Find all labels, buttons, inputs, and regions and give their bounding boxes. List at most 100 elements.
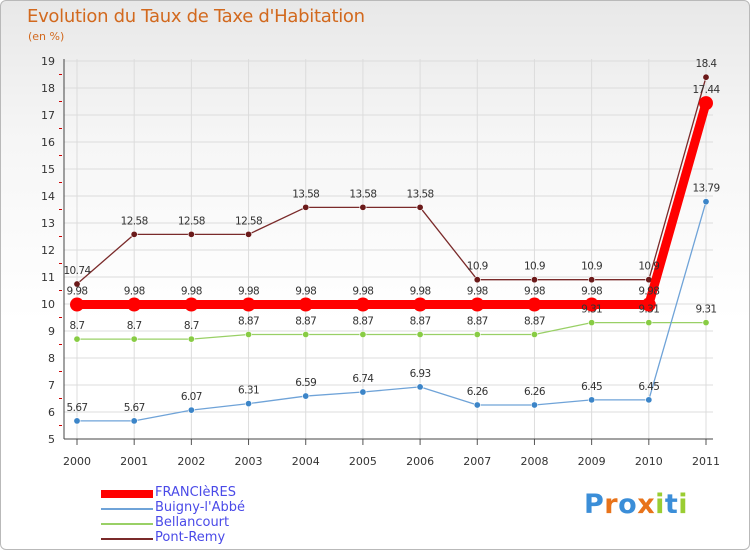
y-tick-label: 14 [41, 190, 55, 203]
logo-letter: i [678, 489, 689, 520]
data-label-buigny-l-abbe: 6.45 [638, 381, 659, 393]
data-point-pont-remy [473, 276, 481, 284]
data-point-buigny-l-abbe [187, 406, 195, 414]
data-label-francieres: 9.98 [524, 286, 545, 298]
x-tick-label: 2005 [349, 455, 377, 468]
data-label-buigny-l-abbe: 6.31 [238, 385, 259, 397]
x-tick-label: 2009 [578, 455, 606, 468]
chart-legend: FRANCIèRES Buigny-l'Abbé Bellancourt Pon… [101, 485, 361, 547]
data-point-buigny-l-abbe [416, 383, 424, 391]
logo-letter: t [664, 489, 679, 520]
data-label-bellancourt: 8.87 [524, 316, 545, 328]
legend-swatch-bellancourt [101, 523, 153, 525]
data-point-pont-remy [416, 203, 424, 211]
data-point-bellancourt [359, 331, 367, 339]
data-point-francieres [70, 297, 84, 312]
logo-letter: r [604, 489, 619, 520]
data-label-bellancourt: 8.87 [410, 316, 431, 328]
data-label-francieres: 9.98 [238, 286, 259, 298]
data-point-bellancourt [588, 319, 596, 327]
data-point-bellancourt [245, 331, 253, 339]
x-tick-label: 2001 [120, 455, 148, 468]
x-tick-label: 2011 [692, 455, 720, 468]
data-label-pont-remy: 18.4 [696, 58, 718, 70]
data-point-bellancourt [130, 335, 138, 343]
data-label-buigny-l-abbe: 6.07 [181, 391, 202, 403]
data-label-bellancourt: 9.31 [638, 304, 659, 316]
data-label-francieres: 17.44 [692, 84, 720, 96]
x-tick-label: 2002 [177, 455, 205, 468]
data-label-pont-remy: 12.58 [178, 215, 205, 227]
x-tick-label: 2010 [635, 455, 663, 468]
proxiti-logo: Proxiti [584, 489, 688, 520]
data-label-buigny-l-abbe: 6.26 [524, 386, 546, 398]
data-point-bellancourt [702, 319, 710, 327]
data-label-buigny-l-abbe: 6.59 [295, 377, 316, 389]
data-point-bellancourt [530, 331, 538, 339]
logo-letter: o [618, 489, 638, 520]
x-tick-label: 2000 [63, 455, 91, 468]
data-point-buigny-l-abbe [245, 400, 253, 408]
x-tick-label: 2003 [235, 455, 263, 468]
data-label-bellancourt: 9.31 [581, 304, 602, 316]
y-tick-label: 9 [48, 325, 55, 338]
data-label-pont-remy: 10.74 [63, 265, 91, 277]
y-tick-label: 17 [41, 109, 55, 122]
logo-letter: P [584, 489, 605, 520]
data-label-francieres: 9.98 [467, 286, 488, 298]
data-label-bellancourt: 8.87 [295, 316, 316, 328]
data-label-francieres: 9.98 [67, 286, 88, 298]
legend-label-francieres: FRANCIèRES [155, 485, 237, 500]
data-label-buigny-l-abbe: 13.79 [692, 183, 719, 195]
data-point-francieres [413, 297, 428, 312]
data-label-pont-remy: 13.58 [292, 188, 319, 200]
data-label-francieres: 9.98 [295, 286, 316, 298]
data-point-bellancourt [473, 331, 481, 339]
data-label-pont-remy: 12.58 [121, 215, 148, 227]
data-point-pont-remy [530, 276, 538, 284]
data-label-francieres: 9.98 [410, 286, 431, 298]
logo-letter: i [655, 489, 665, 520]
data-label-pont-remy: 12.58 [235, 215, 262, 227]
data-point-pont-remy [130, 230, 138, 238]
data-point-bellancourt [645, 319, 653, 327]
data-label-francieres: 9.98 [124, 286, 145, 298]
y-tick-label: 6 [48, 406, 55, 419]
data-label-francieres: 9.98 [352, 286, 373, 298]
data-label-pont-remy: 10.9 [638, 261, 659, 273]
data-point-buigny-l-abbe [473, 401, 481, 409]
data-point-pont-remy [187, 230, 195, 238]
data-point-buigny-l-abbe [130, 417, 138, 425]
data-point-francieres [527, 297, 542, 312]
data-point-pont-remy [245, 230, 253, 238]
data-point-francieres [184, 297, 199, 312]
legend-swatch-pont-remy [101, 538, 153, 540]
chart-title: Evolution du Taux de Taxe d'Habitation [27, 6, 365, 27]
x-tick-label: 2004 [292, 455, 320, 468]
data-label-bellancourt: 8.87 [238, 316, 259, 328]
x-tick-label: 2007 [463, 455, 491, 468]
legend-label-bellancourt: Bellancourt [155, 515, 230, 530]
data-label-buigny-l-abbe: 6.93 [410, 368, 431, 380]
legend-label-buigny: Buigny-l'Abbé [155, 500, 245, 515]
legend-label-pont-remy: Pont-Remy [155, 530, 226, 545]
data-point-francieres [241, 297, 256, 312]
data-label-pont-remy: 13.58 [349, 188, 376, 200]
y-tick-label: 19 [41, 55, 55, 68]
data-label-pont-remy: 13.58 [407, 188, 434, 200]
data-label-francieres: 9.98 [181, 286, 202, 298]
y-tick-label: 15 [41, 163, 55, 176]
data-label-bellancourt: 8.87 [467, 316, 488, 328]
x-tick-label: 2008 [520, 455, 548, 468]
data-point-francieres [699, 96, 713, 111]
data-label-bellancourt: 8.87 [352, 316, 373, 328]
logo-letter: x [637, 489, 656, 520]
series-line-francieres [72, 98, 711, 310]
series-line-bellancourt [76, 321, 707, 340]
data-point-francieres [355, 297, 370, 312]
legend-swatch-buigny [101, 508, 153, 510]
data-point-buigny-l-abbe [645, 396, 653, 404]
chart-subtitle: (en %) [28, 30, 65, 43]
data-label-francieres: 9.98 [638, 286, 659, 298]
y-tick-label: 8 [48, 352, 55, 365]
